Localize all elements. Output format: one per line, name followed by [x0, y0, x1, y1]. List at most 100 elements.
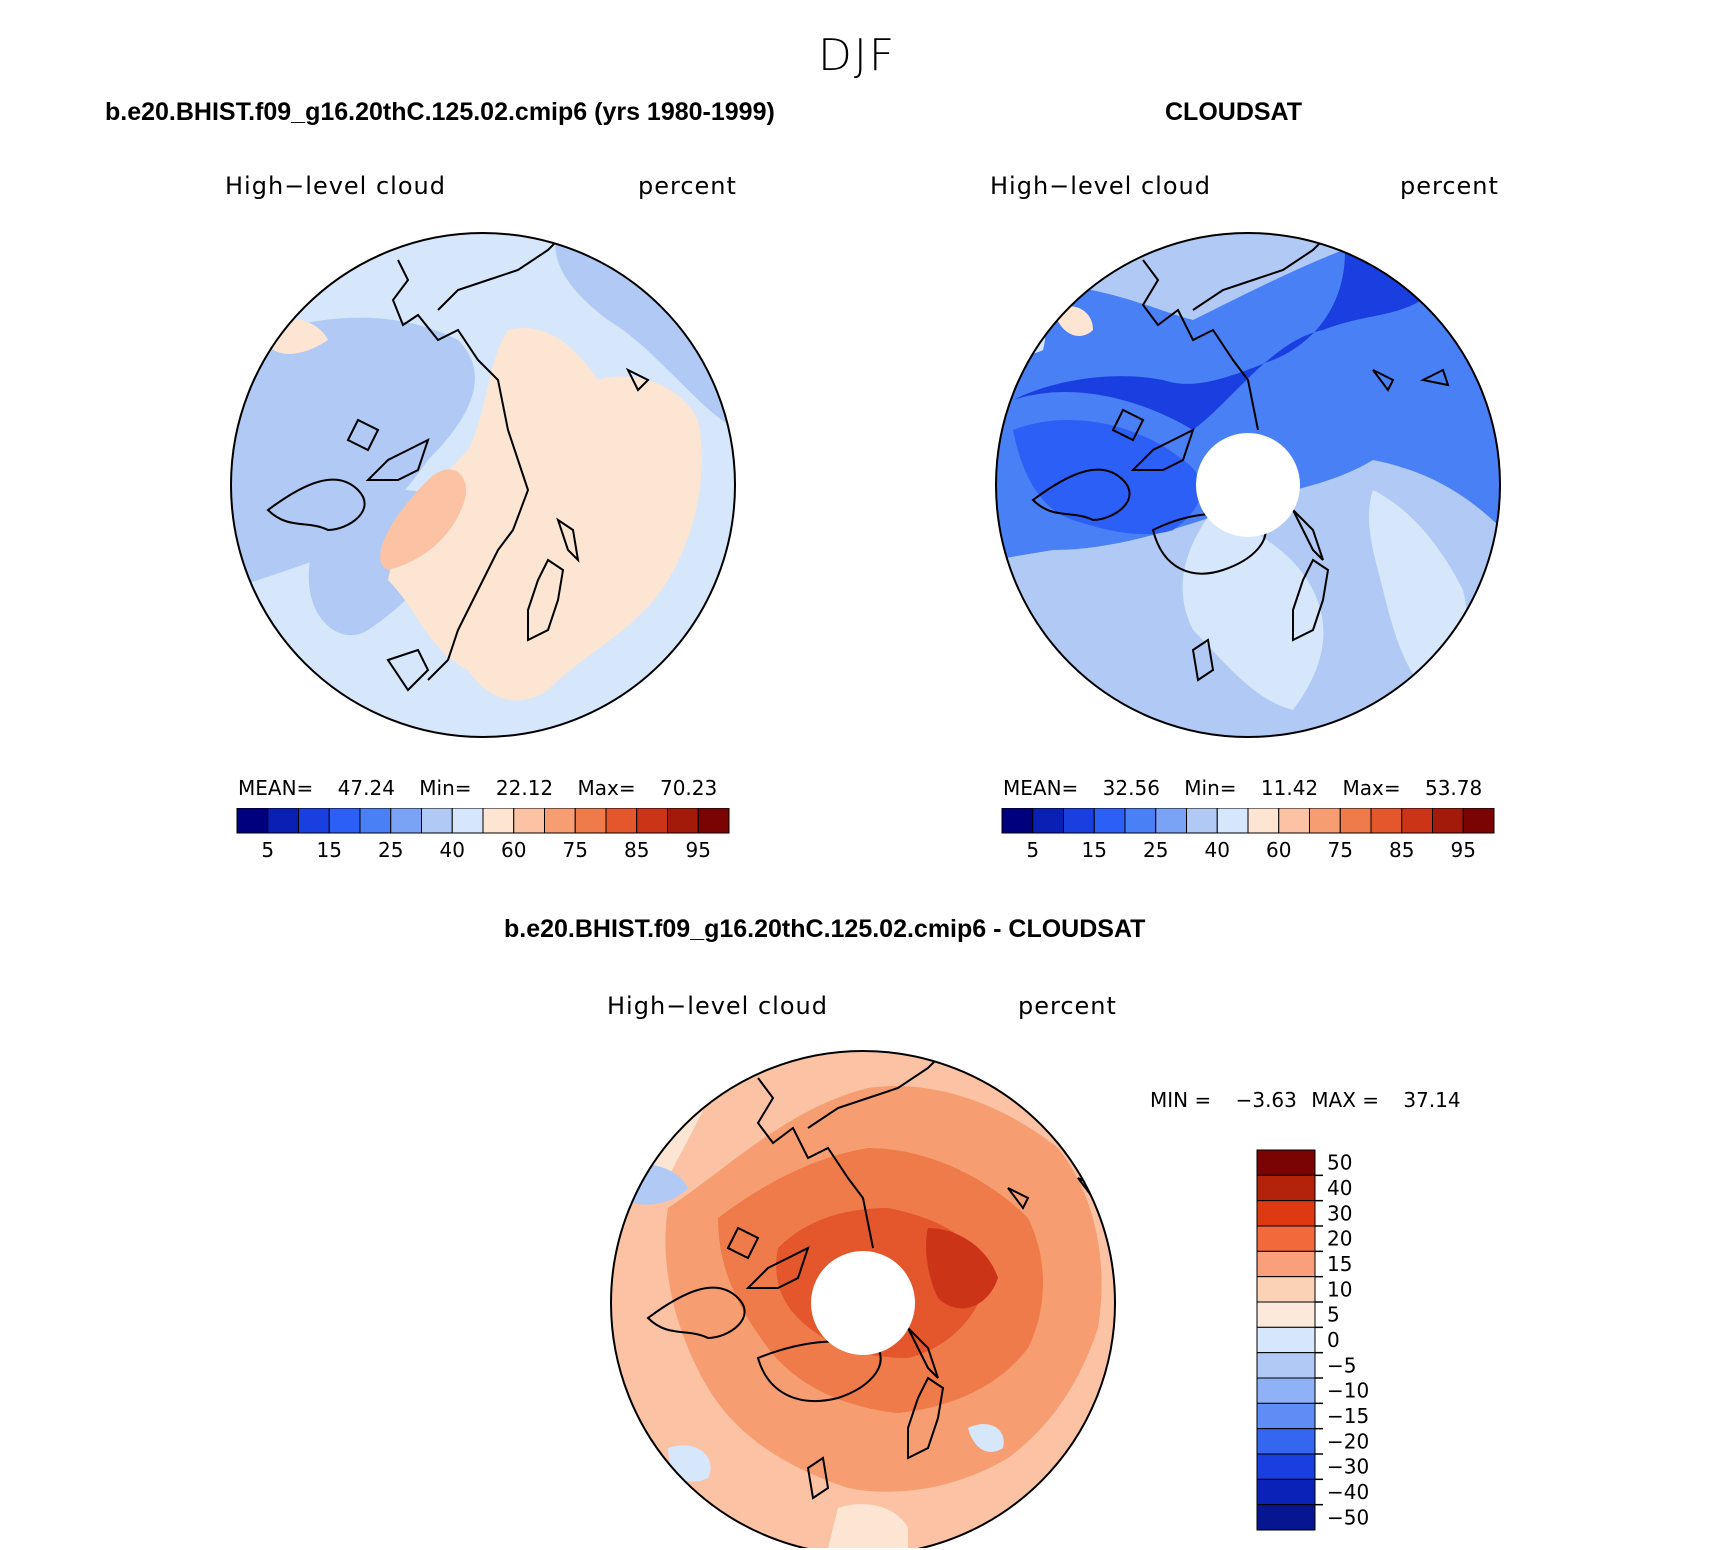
obs-stats: MEAN= 32.56 Min= 11.42 Max= 53.78 [1003, 776, 1482, 800]
obs-min-value: 11.42 [1260, 776, 1319, 800]
diff-colorbar-tick-label: −15 [1327, 1404, 1369, 1428]
model-colorbar-swatch [236, 808, 269, 834]
model-colorbar-swatch [267, 808, 299, 834]
obs-colorbar-swatch [1432, 808, 1464, 834]
diff-contour-band [828, 1504, 908, 1548]
obs-colorbar-swatch [1093, 808, 1126, 834]
obs-colorbar-swatch [1370, 808, 1403, 834]
diff-colorbar-tick-label: 20 [1327, 1227, 1352, 1251]
model-colorbar-swatch [451, 808, 484, 834]
obs-colorbar-swatch [1186, 808, 1218, 834]
season-title: DJF [818, 30, 897, 81]
diff-colorbar-swatch [1256, 1149, 1316, 1176]
model-mean-value: 47.24 [337, 776, 395, 800]
model-contour-band [380, 469, 467, 570]
model-colorbar-tick-label: 15 [317, 838, 342, 862]
obs-max-label: Max= [1342, 776, 1401, 800]
diff-colorbar-swatch [1256, 1504, 1316, 1531]
diff-colorbar-tick-label: −40 [1327, 1480, 1369, 1504]
obs-colorbar-swatch [1462, 808, 1495, 834]
diff-coastlines [646, 1051, 1100, 1500]
obs-units-label: percent [1400, 172, 1499, 200]
obs-colorbar-tick-label: 85 [1389, 838, 1414, 862]
model-colorbar-swatch [421, 808, 453, 834]
obs-variable-label: High−level cloud [990, 172, 1211, 200]
diff-contour-band [968, 1424, 1004, 1452]
model-contour-band [388, 328, 702, 701]
diff-colorbar-tick-label: 50 [1327, 1151, 1352, 1175]
model-stats: MEAN= 47.24 Min= 22.12 Max= 70.23 [238, 776, 717, 800]
model-min-label: Min= [419, 776, 472, 800]
diff-max-label: MAX = [1311, 1088, 1380, 1112]
obs-colorbar-tick-label: 95 [1451, 838, 1476, 862]
diff-colorbar-tick-label: −10 [1327, 1379, 1369, 1403]
model-colorbar-tick-label: 60 [501, 838, 526, 862]
diff-colorbar-tick-label: 30 [1327, 1201, 1352, 1225]
obs-colorbar-tick-label: 25 [1143, 838, 1168, 862]
diff-colorbar-swatch [1256, 1225, 1316, 1252]
diff-colorbar-tick-label: 0 [1327, 1328, 1340, 1352]
model-colorbar-swatch [667, 808, 699, 834]
diff-colorbar-swatch [1256, 1200, 1316, 1227]
obs-colorbar: 5 15 25 40 60 75 85 95 [1001, 808, 1495, 862]
diff-colorbar-tick-label: −5 [1327, 1353, 1356, 1377]
model-min-value: 22.12 [495, 776, 554, 800]
model-colorbar-swatch [574, 808, 607, 834]
diff-colorbar-swatch [1256, 1428, 1316, 1455]
obs-mean-value: 32.56 [1102, 776, 1160, 800]
diff-missing-data-hole [811, 1251, 915, 1355]
obs-colorbar-swatch [1216, 808, 1249, 834]
obs-contour-band [1182, 510, 1324, 710]
obs-contour-band [996, 288, 1046, 355]
model-colorbar-tick-label: 85 [624, 838, 649, 862]
model-colorbar-tick-label: 25 [378, 838, 403, 862]
obs-contour-band [1013, 233, 1500, 430]
diff-min-value: −3.63 [1235, 1088, 1297, 1112]
model-colorbar-swatch [390, 808, 422, 834]
obs-colorbar-tick-label: 5 [1026, 838, 1039, 862]
obs-colorbar-swatch [1001, 808, 1034, 834]
model-colorbar-swatch [359, 808, 392, 834]
model-colorbar-swatch [697, 808, 730, 834]
model-colorbar-swatch [605, 808, 638, 834]
obs-colorbar-swatch [1278, 808, 1310, 834]
diff-polar-map [610, 1050, 1116, 1548]
diff-colorbar-tick-label: 10 [1327, 1277, 1352, 1301]
obs-colorbar-swatch [1155, 808, 1187, 834]
obs-colorbar-swatch [1032, 808, 1064, 834]
model-colorbar-swatch [636, 808, 668, 834]
model-colorbar-tick-label: 75 [563, 838, 588, 862]
diff-colorbar-swatch [1256, 1352, 1316, 1379]
diff-contour-band [668, 1445, 711, 1482]
model-colorbar-swatch [544, 808, 576, 834]
model-colorbar-swatch [328, 808, 361, 834]
obs-colorbar-tick-label: 60 [1266, 838, 1291, 862]
model-variable-label: High−level cloud [225, 172, 446, 200]
obs-colorbar-swatch [1309, 808, 1341, 834]
diff-colorbar-swatch [1256, 1301, 1316, 1328]
obs-min-label: Min= [1184, 776, 1237, 800]
model-panel-title: b.e20.BHIST.f09_g16.20thC.125.02.cmip6 (… [105, 98, 775, 126]
diff-colorbar-swatch [1256, 1453, 1316, 1480]
diff-colorbar-tick-label: 40 [1327, 1176, 1352, 1200]
diff-variable-label: High−level cloud [607, 992, 828, 1020]
obs-colorbar-swatch [1124, 808, 1157, 834]
obs-colorbar-swatch [1247, 808, 1280, 834]
obs-missing-data-hole [1196, 433, 1300, 537]
obs-map-border [995, 232, 1501, 738]
diff-colorbar-swatch [1256, 1250, 1316, 1278]
model-max-value: 70.23 [659, 776, 718, 800]
model-colorbar-swatch [513, 808, 545, 834]
diff-colorbar-tick-label: −30 [1327, 1455, 1369, 1479]
diff-colorbar-swatch [1256, 1402, 1316, 1430]
diff-colorbar-swatch [1256, 1174, 1316, 1202]
model-polar-map [230, 232, 736, 738]
diff-max-value: 37.14 [1403, 1088, 1461, 1112]
obs-polar-map [995, 232, 1501, 738]
diff-colorbar-swatch [1256, 1326, 1316, 1354]
diff-colorbar-tick-label: 5 [1327, 1303, 1340, 1327]
diff-map-border [610, 1050, 1116, 1548]
diff-colorbar-swatch [1256, 1276, 1316, 1303]
diff-colorbar-tick-label: −20 [1327, 1429, 1369, 1453]
